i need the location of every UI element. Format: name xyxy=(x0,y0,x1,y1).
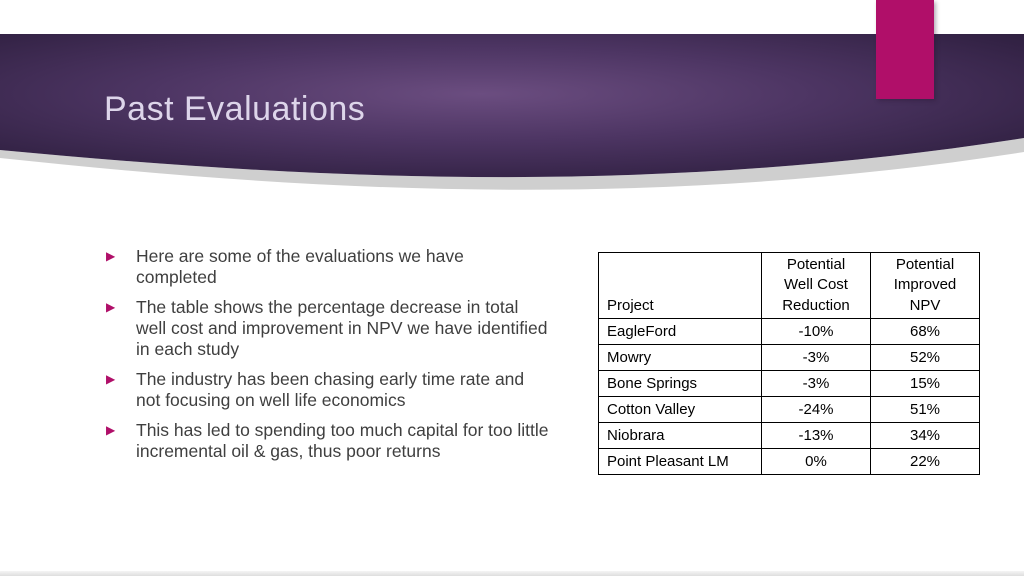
bullet-item: ▶ The table shows the percentage decrease… xyxy=(104,297,549,360)
slide-bottom-shadow xyxy=(0,571,1024,576)
table-row: Mowry -3% 52% xyxy=(598,343,980,371)
value-cell: 52% xyxy=(870,343,980,371)
table-row: EagleFord -10% 68% xyxy=(598,317,980,345)
header-banner xyxy=(0,34,1024,190)
bullet-text: Here are some of the evaluations we have… xyxy=(136,246,464,287)
bullet-text: The industry has been chasing early time… xyxy=(136,369,525,410)
bullet-triangle-icon: ▶ xyxy=(106,249,116,263)
bullet-triangle-icon: ▶ xyxy=(106,300,116,314)
value-cell: -3% xyxy=(761,369,871,397)
project-name-cell: EagleFord xyxy=(598,317,762,345)
bullet-item: ▶ This has led to spending too much capit… xyxy=(104,420,549,462)
bullet-list: ▶ Here are some of the evaluations we hav… xyxy=(104,246,549,471)
table-header-row: Project Potential Well Cost Reduction Pote… xyxy=(598,252,980,319)
value-cell: 15% xyxy=(870,369,980,397)
bullet-text: The table shows the percentage decrease … xyxy=(136,297,548,359)
table-header-cell: Project xyxy=(598,252,762,319)
value-cell: -3% xyxy=(761,343,871,371)
bullet-triangle-icon: ▶ xyxy=(106,372,116,386)
bullet-item: ▶ Here are some of the evaluations we hav… xyxy=(104,246,549,288)
value-cell: 34% xyxy=(870,421,980,449)
bullet-triangle-icon: ▶ xyxy=(106,423,116,437)
project-name-cell: Bone Springs xyxy=(598,369,762,397)
project-name-cell: Cotton Valley xyxy=(598,395,762,423)
value-cell: -13% xyxy=(761,421,871,449)
project-name-cell: Niobrara xyxy=(598,421,762,449)
table-row: Niobrara -13% 34% xyxy=(598,421,980,449)
table-header-cell: Potential Well Cost Reduction xyxy=(761,252,871,319)
table-header-cell: Potential Improved NPV xyxy=(870,252,980,319)
bullet-item: ▶ The industry has been chasing early tim… xyxy=(104,369,549,411)
evaluations-table: Project Potential Well Cost Reduction Pote… xyxy=(598,252,980,475)
project-name-cell: Point Pleasant LM xyxy=(598,447,762,475)
accent-rectangle xyxy=(876,0,934,99)
value-cell: 0% xyxy=(761,447,871,475)
table-row: Point Pleasant LM 0% 22% xyxy=(598,447,980,475)
swoosh-shadow xyxy=(0,138,1024,190)
project-name-cell: Mowry xyxy=(598,343,762,371)
value-cell: 51% xyxy=(870,395,980,423)
value-cell: 68% xyxy=(870,317,980,345)
value-cell: -10% xyxy=(761,317,871,345)
value-cell: -24% xyxy=(761,395,871,423)
bullet-text: This has led to spending too much capita… xyxy=(136,420,549,461)
table-row: Cotton Valley -24% 51% xyxy=(598,395,980,423)
table-row: Bone Springs -3% 15% xyxy=(598,369,980,397)
slide-title: Past Evaluations xyxy=(104,90,366,128)
header-shape xyxy=(0,34,1024,178)
value-cell: 22% xyxy=(870,447,980,475)
